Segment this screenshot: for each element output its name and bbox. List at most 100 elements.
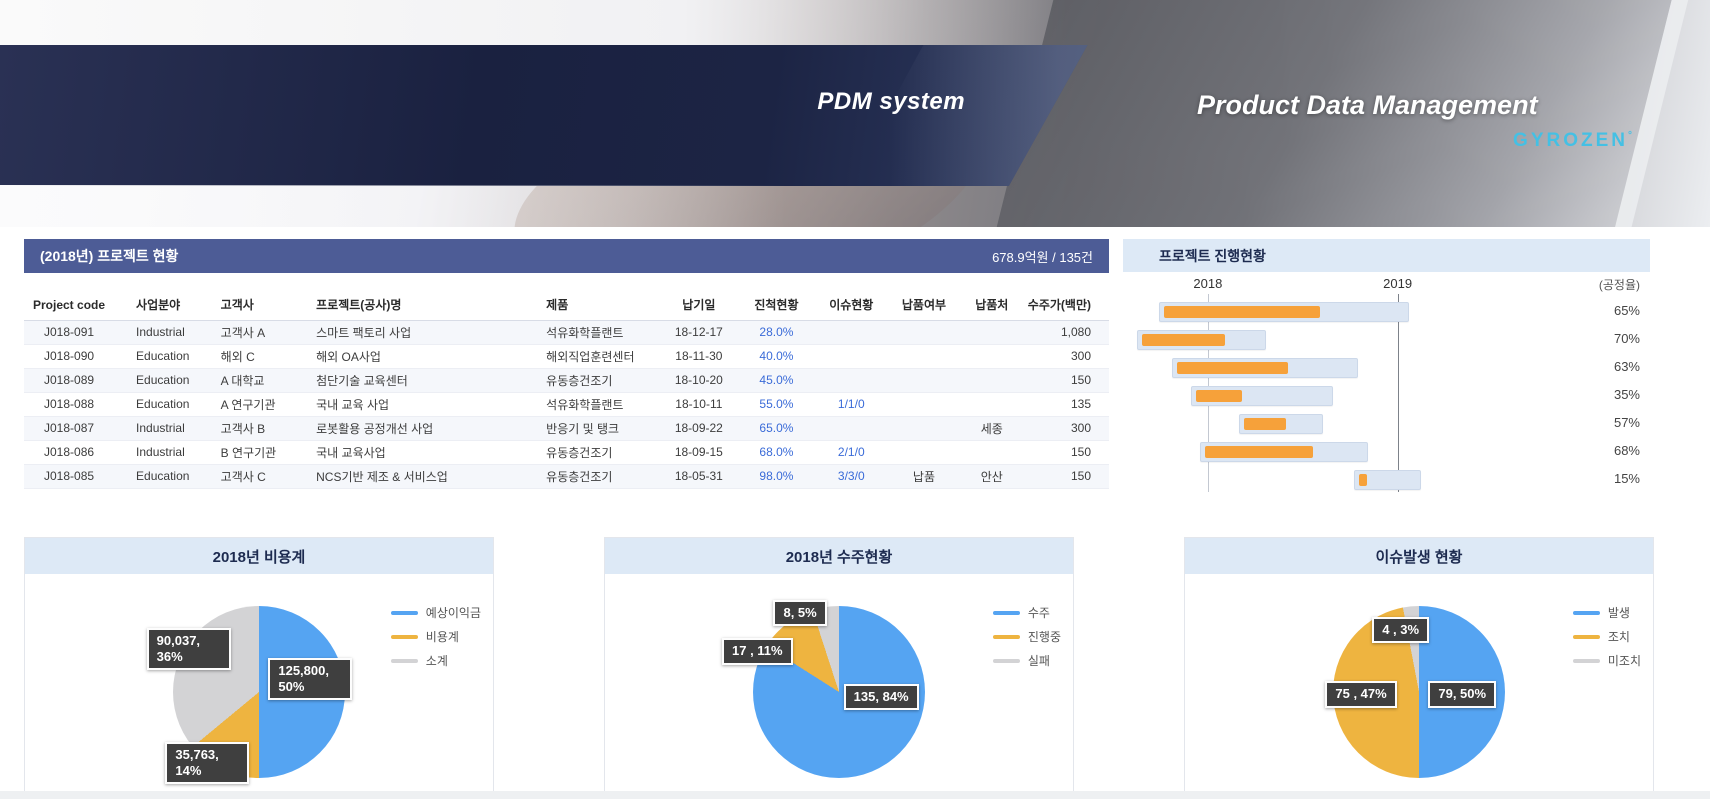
- gantt-row[interactable]: 63%: [1137, 354, 1640, 382]
- project-table-panel: (2018년) 프로젝트 현황 678.9억원 / 135건 Project c…: [24, 239, 1109, 489]
- gantt-plot: 65% 70% 63% 35% 57% 68% 15%: [1137, 294, 1640, 494]
- table-cell: NCS기반 제조 & 서비스업: [294, 464, 525, 489]
- gantt-row[interactable]: 68%: [1137, 438, 1640, 466]
- table-cell: 고객사 B: [198, 416, 295, 441]
- table-cell: J018-087: [24, 416, 115, 441]
- table-cell: [813, 416, 889, 441]
- pie-data-label: 8, 5%: [773, 599, 827, 626]
- legend-color-dash: [1572, 658, 1600, 663]
- table-cell: 68.0%: [738, 440, 814, 465]
- table-cell: J018-091: [24, 320, 115, 345]
- project-table-summary: 678.9억원 / 135건: [992, 249, 1093, 265]
- gantt-axis-start-label: 2018: [1193, 276, 1223, 291]
- legend-label: 미조치: [1607, 654, 1641, 668]
- gantt-bar-track: [1239, 414, 1323, 434]
- legend-color-dash: [992, 634, 1020, 639]
- table-cell: [813, 344, 889, 369]
- column-header: 사업분야: [114, 290, 199, 321]
- gantt-progress-label: 63%: [1613, 359, 1640, 374]
- pie-data-label: 79, 50%: [1428, 681, 1497, 708]
- table-cell: J018-090: [24, 344, 115, 369]
- table-cell: 납품: [888, 464, 960, 489]
- gantt-row[interactable]: 15%: [1137, 466, 1640, 494]
- table-row[interactable]: J018-086 Industrial B 연구기관 국내 교육사업 유동층건조기 18-…: [24, 440, 1109, 465]
- legend-item: 미조치: [1572, 652, 1641, 669]
- gantt-progress-label: 15%: [1613, 471, 1640, 486]
- table-cell: 150: [1024, 440, 1109, 465]
- gantt-panel: 프로젝트 진행현황 2018 2019 (공정율) 65% 70% 63% 35% 57…: [1123, 239, 1650, 504]
- pie-chart-panel: 이슈발생 현황 발생 조치 미조치 79, 50% 75 , 47% 4 , 3%: [1184, 537, 1654, 792]
- gantt-bar-fill: [1163, 306, 1320, 318]
- gantt-row[interactable]: 70%: [1137, 326, 1640, 354]
- app-title: PDM system: [817, 88, 966, 115]
- project-table: Project code 사업분야 고객사 프로젝트(공사)명 제품 납기일 진척현황 이슈현…: [24, 290, 1109, 489]
- table-cell: 18-11-30: [658, 344, 739, 369]
- table-cell: 40.0%: [738, 344, 814, 369]
- table-cell: [959, 368, 1025, 393]
- table-cell: 18-05-31: [658, 464, 739, 489]
- gantt-row[interactable]: 35%: [1137, 382, 1640, 410]
- pie-data-label: 135, 84%: [843, 683, 919, 710]
- column-header: 납기일: [658, 290, 739, 321]
- gantt-bar-track: [1172, 358, 1358, 378]
- legend-color-dash: [992, 610, 1020, 615]
- gantt-bar-fill: [1196, 390, 1243, 402]
- legend-color-dash: [390, 634, 418, 639]
- project-table-header: (2018년) 프로젝트 현황 678.9억원 / 135건: [24, 239, 1109, 273]
- table-cell: [959, 392, 1025, 417]
- table-row[interactable]: J018-089 Education A 대학교 첨단기술 교육센터 유동층건조기 18-…: [24, 368, 1109, 393]
- table-cell: 해외 OA사업: [294, 344, 525, 369]
- gantt-rate-label: (공정율): [1598, 278, 1640, 292]
- table-cell: B 연구기관: [198, 440, 295, 465]
- gyrozen-logo-mark: °: [1628, 130, 1632, 141]
- table-cell: 45.0%: [738, 368, 814, 393]
- column-header: 진척현황: [738, 290, 814, 321]
- table-cell: Education: [114, 368, 199, 393]
- gantt-bar-fill: [1142, 334, 1226, 346]
- table-row[interactable]: J018-085 Education 고객사 C NCS기반 제조 & 서비스업 유동층…: [24, 464, 1109, 489]
- gantt-progress-label: 35%: [1613, 387, 1640, 402]
- gantt-bar-track: [1191, 386, 1333, 406]
- gantt-gridline-2019: [1397, 294, 1399, 492]
- table-cell: [888, 440, 960, 465]
- pie-legend: 수주 진행중 실패: [992, 604, 1061, 676]
- column-header: 수주가(백만): [1024, 290, 1109, 321]
- legend-item: 수주: [992, 604, 1061, 621]
- table-header-row: Project code 사업분야 고객사 프로젝트(공사)명 제품 납기일 진척현황 이슈현…: [24, 290, 1109, 321]
- table-cell: Education: [114, 464, 199, 489]
- gyrozen-logo: GYROZEN°: [1513, 130, 1632, 152]
- gantt-bar-fill: [1358, 474, 1368, 486]
- gantt-bar-track: [1158, 302, 1409, 322]
- table-cell: J018-085: [24, 464, 115, 489]
- table-cell: 반응기 및 탱크: [524, 416, 659, 441]
- pie-data-label: 35,763, 14%: [165, 741, 250, 785]
- table-cell: Industrial: [114, 440, 199, 465]
- table-row[interactable]: J018-087 Industrial 고객사 B 로봇활용 공정개선 사업 반응기 및…: [24, 416, 1109, 441]
- gantt-row[interactable]: 57%: [1137, 410, 1640, 438]
- pie-data-label: 125,800, 50%: [268, 657, 353, 701]
- gantt-row[interactable]: 65%: [1137, 298, 1640, 326]
- table-cell: 해외 C: [198, 344, 295, 369]
- legend-item: 조치: [1572, 628, 1641, 645]
- table-cell: A 대학교: [198, 368, 295, 393]
- column-header: 납품여부: [888, 290, 960, 321]
- legend-label: 조치: [1607, 630, 1630, 644]
- table-cell: 석유화학플랜트: [524, 320, 659, 345]
- table-cell: [959, 440, 1025, 465]
- table-cell: 150: [1024, 464, 1109, 489]
- table-cell: 1/1/0: [813, 392, 889, 417]
- table-row[interactable]: J018-090 Education 해외 C 해외 OA사업 해외직업훈련센터 18-1…: [24, 344, 1109, 369]
- legend-item: 진행중: [992, 628, 1061, 645]
- gantt-progress-label: 68%: [1613, 443, 1640, 458]
- pie-legend: 발생 조치 미조치: [1572, 604, 1641, 676]
- table-cell: [813, 320, 889, 345]
- table-row[interactable]: J018-088 Education A 연구기관 국내 교육 사업 석유화학플랜트 18…: [24, 392, 1109, 417]
- table-cell: 국내 교육 사업: [294, 392, 525, 417]
- table-row[interactable]: J018-091 Industrial 고객사 A 스마트 팩토리 사업 석유화학플랜트…: [24, 320, 1109, 345]
- legend-label: 수주: [1027, 606, 1050, 620]
- app-subtitle: Product Data Management: [1197, 90, 1538, 120]
- table-cell: Industrial: [114, 320, 199, 345]
- table-cell: 65.0%: [738, 416, 814, 441]
- legend-color-dash: [1572, 634, 1600, 639]
- gantt-chart: 2018 2019 (공정율) 65% 70% 63% 35% 57% 68% 15%: [1123, 274, 1650, 504]
